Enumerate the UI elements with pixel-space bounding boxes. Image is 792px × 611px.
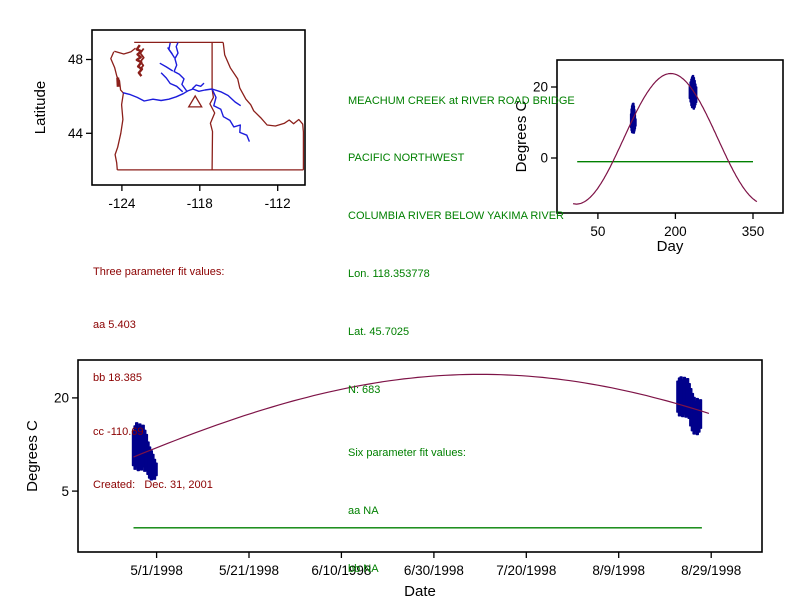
six-param-aa: aa NA [348, 504, 379, 517]
border-strait-juan-de-fuca [114, 47, 136, 55]
axes: -124 -118 -112 44 48 Latitude [32, 52, 291, 211]
river-columbia-snake-main [122, 88, 213, 102]
site-info-block: MEACHUM CREEK at RIVER ROAD BRIDGE PACIF… [348, 53, 575, 611]
x-tick-label: 8/29/1998 [681, 563, 741, 578]
three-param-cc: cc -110.69 [93, 425, 144, 438]
site-latitude: Lat. 45.7025 [348, 326, 410, 339]
x-axis-title: Day [657, 238, 684, 255]
y-tick-label: 20 [533, 80, 548, 95]
fit-curve [133, 373, 710, 458]
site-title: MEACHUM CREEK at RIVER ROAD BRIDGE [348, 94, 575, 107]
created-date: Created: Dec. 31, 2001 [93, 479, 213, 492]
x-tick-label: 7/20/1998 [496, 563, 556, 578]
plot-box [77, 359, 763, 553]
x-tick-label: -124 [108, 196, 136, 211]
state-borders [110, 41, 305, 171]
site-longitude: Lon. 118.353778 [348, 268, 430, 281]
x-tick-label: 6/10/1998 [311, 563, 371, 578]
x-tick-label: 200 [664, 224, 687, 239]
y-axis-title: Latitude [32, 81, 49, 134]
x-tick-label: 5/21/1998 [219, 563, 279, 578]
plot-box [91, 29, 306, 186]
border-puget-sound [135, 44, 144, 77]
x-tick-label: 5/1/1998 [130, 563, 183, 578]
data-points-strip [698, 399, 703, 429]
axes: 5/1/1998 5/21/1998 6/10/1998 6/30/1998 7/20/… [24, 391, 741, 600]
six-param-bb: bb NA [348, 562, 379, 575]
three-param-aa: aa 5.403 [93, 318, 136, 331]
axes: 50 200 350 0 20 Day Degrees C [513, 80, 764, 255]
three-param-bb: bb 18.385 [93, 372, 142, 385]
site-basin: COLUMBIA RIVER BELOW YAKIMA RIVER [348, 210, 564, 223]
site-sample-count: N: 683 [348, 384, 381, 397]
y-tick-label: 44 [68, 126, 84, 141]
river-columbia-big-bend [173, 42, 188, 92]
y-tick-label: 20 [54, 391, 69, 406]
data-points-strip [634, 118, 637, 127]
three-param-header: Three parameter fit values: [93, 265, 225, 278]
river-palouse [191, 82, 205, 90]
site-marker-triangle [187, 94, 203, 108]
river-clearwater [211, 88, 242, 107]
x-tick-label: -112 [265, 196, 291, 211]
y-tick-label: 5 [61, 484, 69, 499]
rivers [122, 42, 251, 142]
y-axis-title: Degrees C [24, 420, 41, 492]
x-tick-label: 6/30/1998 [404, 563, 464, 578]
y-tick-label: 0 [540, 151, 548, 166]
y-tick-label: 48 [68, 52, 83, 67]
river-snake-salmon [211, 88, 251, 142]
x-axis-title: Date [404, 583, 436, 600]
x-tick-label: 8/9/1998 [592, 563, 645, 578]
x-tick-label: 350 [742, 224, 765, 239]
border-idaho-montana [222, 42, 305, 170]
three-param-block: Three parameter fit values: aa 5.403 bb … [93, 228, 224, 531]
river-yakima [160, 72, 184, 93]
fit-curve [572, 72, 758, 205]
site-region: PACIFIC NORTHWEST [348, 152, 465, 165]
data-point-clusters [629, 74, 698, 134]
river-okanogan-top [168, 42, 173, 55]
data-points-strip [154, 462, 158, 477]
border-coastal-bays [116, 77, 120, 87]
border-puget-sound-2 [139, 47, 145, 71]
x-tick-label: -118 [187, 196, 213, 211]
border-pacific-coast [110, 51, 125, 170]
x-tick-label: 50 [590, 224, 605, 239]
river-wenatchee [159, 62, 174, 72]
y-axis-title: Degrees C [513, 100, 530, 172]
plot-box [556, 59, 784, 214]
six-param-header: Six parameter fit values: [348, 446, 466, 459]
